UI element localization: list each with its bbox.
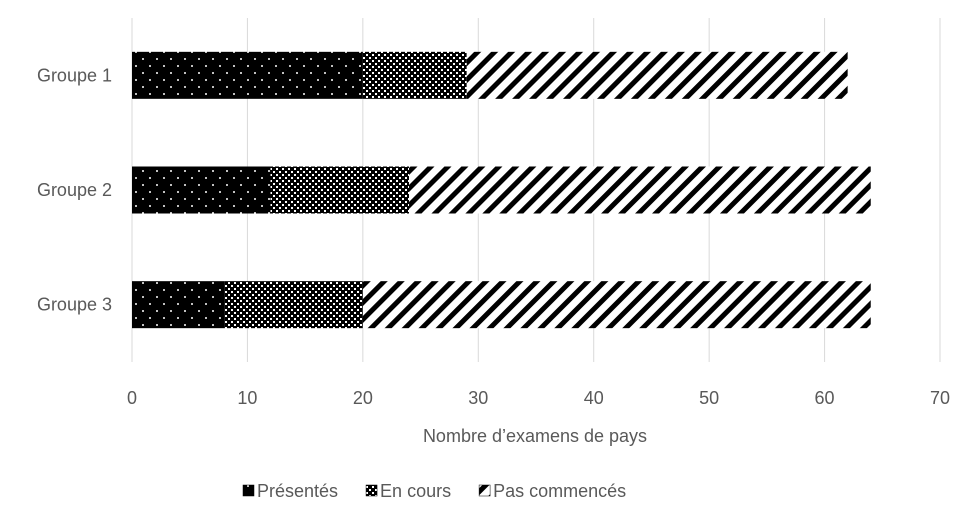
x-axis-title: Nombre d’examens de pays bbox=[423, 426, 647, 446]
legend-swatch bbox=[365, 484, 378, 497]
x-tick-label: 40 bbox=[584, 388, 604, 408]
category-label: Groupe 3 bbox=[37, 295, 112, 315]
legend-label: Pas commencés bbox=[493, 481, 626, 501]
legend-label: En cours bbox=[380, 481, 451, 501]
bar-segment bbox=[466, 51, 848, 99]
x-tick-label: 50 bbox=[699, 388, 719, 408]
bar-segment bbox=[270, 166, 410, 214]
bar-segment bbox=[362, 281, 871, 329]
x-tick-label: 0 bbox=[127, 388, 137, 408]
category-label: Groupe 1 bbox=[37, 65, 112, 85]
bar-segment bbox=[132, 51, 363, 99]
x-tick-label: 70 bbox=[930, 388, 950, 408]
legend: Présentés En cours Pas commencés bbox=[242, 481, 626, 501]
x-tick-label: 20 bbox=[353, 388, 373, 408]
bar-segment bbox=[224, 281, 363, 329]
x-tick-label: 10 bbox=[237, 388, 257, 408]
bar-segment bbox=[409, 166, 871, 214]
x-tick-label: 60 bbox=[815, 388, 835, 408]
labels: 0 10 20 30 40 50 60 70 Groupe 1 Groupe 2 Groupe 3 bbox=[37, 65, 950, 408]
bars bbox=[132, 51, 871, 329]
x-tick-label: 30 bbox=[468, 388, 488, 408]
legend-swatch bbox=[478, 484, 491, 497]
legend-label: Présentés bbox=[257, 481, 338, 501]
category-label: Groupe 2 bbox=[37, 180, 112, 200]
bar-segment bbox=[132, 281, 225, 329]
legend-swatch bbox=[242, 484, 255, 497]
bar-segment bbox=[132, 166, 271, 214]
bar-segment bbox=[362, 51, 467, 99]
